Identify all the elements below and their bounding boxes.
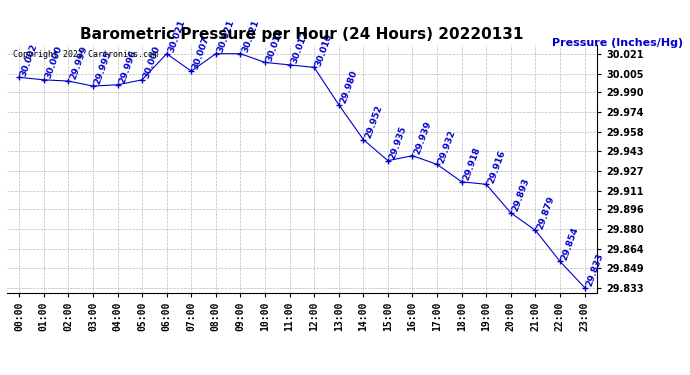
Text: 29.939: 29.939 <box>413 120 433 156</box>
Text: 29.916: 29.916 <box>486 148 506 184</box>
Text: 29.996: 29.996 <box>117 49 138 85</box>
Text: 30.014: 30.014 <box>265 27 285 62</box>
Text: 29.879: 29.879 <box>535 194 556 230</box>
Title: Barometric Pressure per Hour (24 Hours) 20220131: Barometric Pressure per Hour (24 Hours) … <box>80 27 524 42</box>
Text: 29.935: 29.935 <box>388 125 408 160</box>
Text: 30.021: 30.021 <box>216 18 236 54</box>
Text: 29.995: 29.995 <box>93 50 113 86</box>
Text: 29.833: 29.833 <box>584 252 605 288</box>
Text: 30.012: 30.012 <box>290 30 310 65</box>
Text: 30.002: 30.002 <box>19 42 39 77</box>
Text: 30.010: 30.010 <box>314 32 335 68</box>
Text: 29.854: 29.854 <box>560 225 580 261</box>
Text: 30.021: 30.021 <box>167 18 187 54</box>
Text: 30.021: 30.021 <box>240 18 261 54</box>
Text: 29.932: 29.932 <box>437 129 457 164</box>
Text: Pressure (Inches/Hg): Pressure (Inches/Hg) <box>552 38 683 48</box>
Text: 29.980: 29.980 <box>339 69 359 105</box>
Text: 29.999: 29.999 <box>68 45 89 81</box>
Text: 30.000: 30.000 <box>142 45 162 80</box>
Text: 29.918: 29.918 <box>462 146 482 182</box>
Text: 30.007: 30.007 <box>191 36 211 71</box>
Text: 30.000: 30.000 <box>43 45 64 80</box>
Text: 29.893: 29.893 <box>511 177 531 213</box>
Text: 29.952: 29.952 <box>364 104 384 140</box>
Text: Copyright 2022 Cartronics.com: Copyright 2022 Cartronics.com <box>13 50 158 59</box>
